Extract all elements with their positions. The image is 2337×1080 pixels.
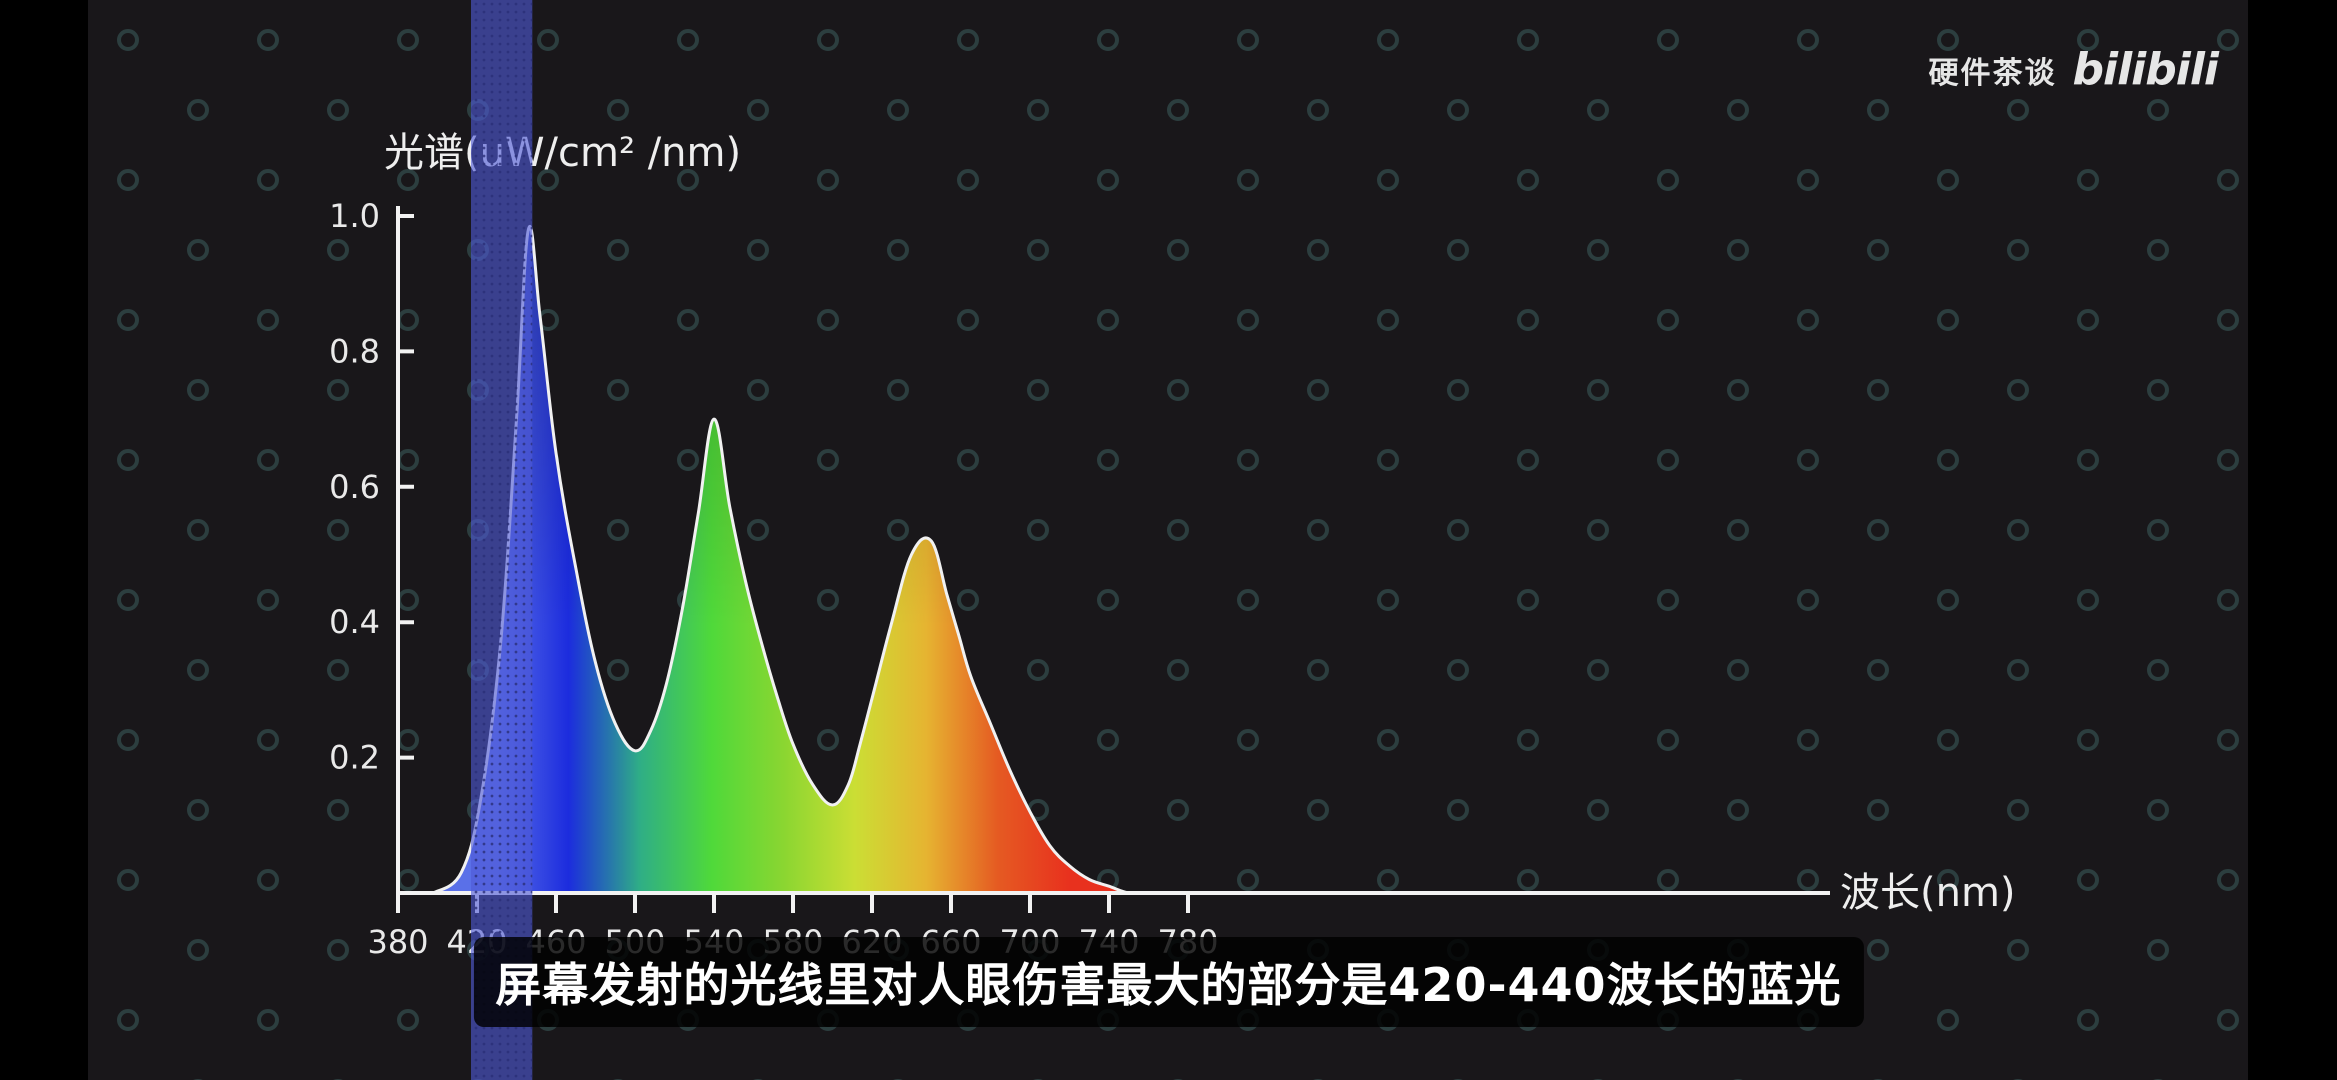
bilibili-logo: bilibili xyxy=(2072,44,2219,95)
background-ring-pattern xyxy=(88,0,2248,1080)
spectrum-chart: 0.20.40.60.81.03804204605005405806206607… xyxy=(88,0,2248,1080)
watermark: 硬件茶谈 bilibili xyxy=(1928,44,2219,95)
spectrum-area-shade xyxy=(433,226,1149,894)
subtitle-box: 屏幕发射的光线里对人眼伤害最大的部分是420-440波长的蓝光 xyxy=(473,937,1864,1027)
highlight-band-texture xyxy=(471,0,533,1080)
video-frame: 0.20.40.60.81.03804204605005405806206607… xyxy=(88,0,2248,1080)
y-tick-label: 0.6 xyxy=(329,468,380,506)
spectrum-outline xyxy=(432,225,1149,896)
y-tick-label: 1.0 xyxy=(329,197,380,235)
y-tick-label: 0.4 xyxy=(329,603,380,641)
y-tick-label: 0.8 xyxy=(329,332,380,370)
y-axis-title: 光谱(uW/cm² /nm) xyxy=(384,130,741,176)
x-tick-label: 380 xyxy=(367,923,428,961)
y-tick-label: 0.2 xyxy=(329,739,380,777)
subtitle-text: 屏幕发射的光线里对人眼伤害最大的部分是420-440波长的蓝光 xyxy=(495,958,1842,1012)
x-axis-title: 波长(nm) xyxy=(1840,870,2016,916)
highlight-band-420-440 xyxy=(471,0,533,1080)
channel-name: 硬件茶谈 xyxy=(1928,55,2057,91)
